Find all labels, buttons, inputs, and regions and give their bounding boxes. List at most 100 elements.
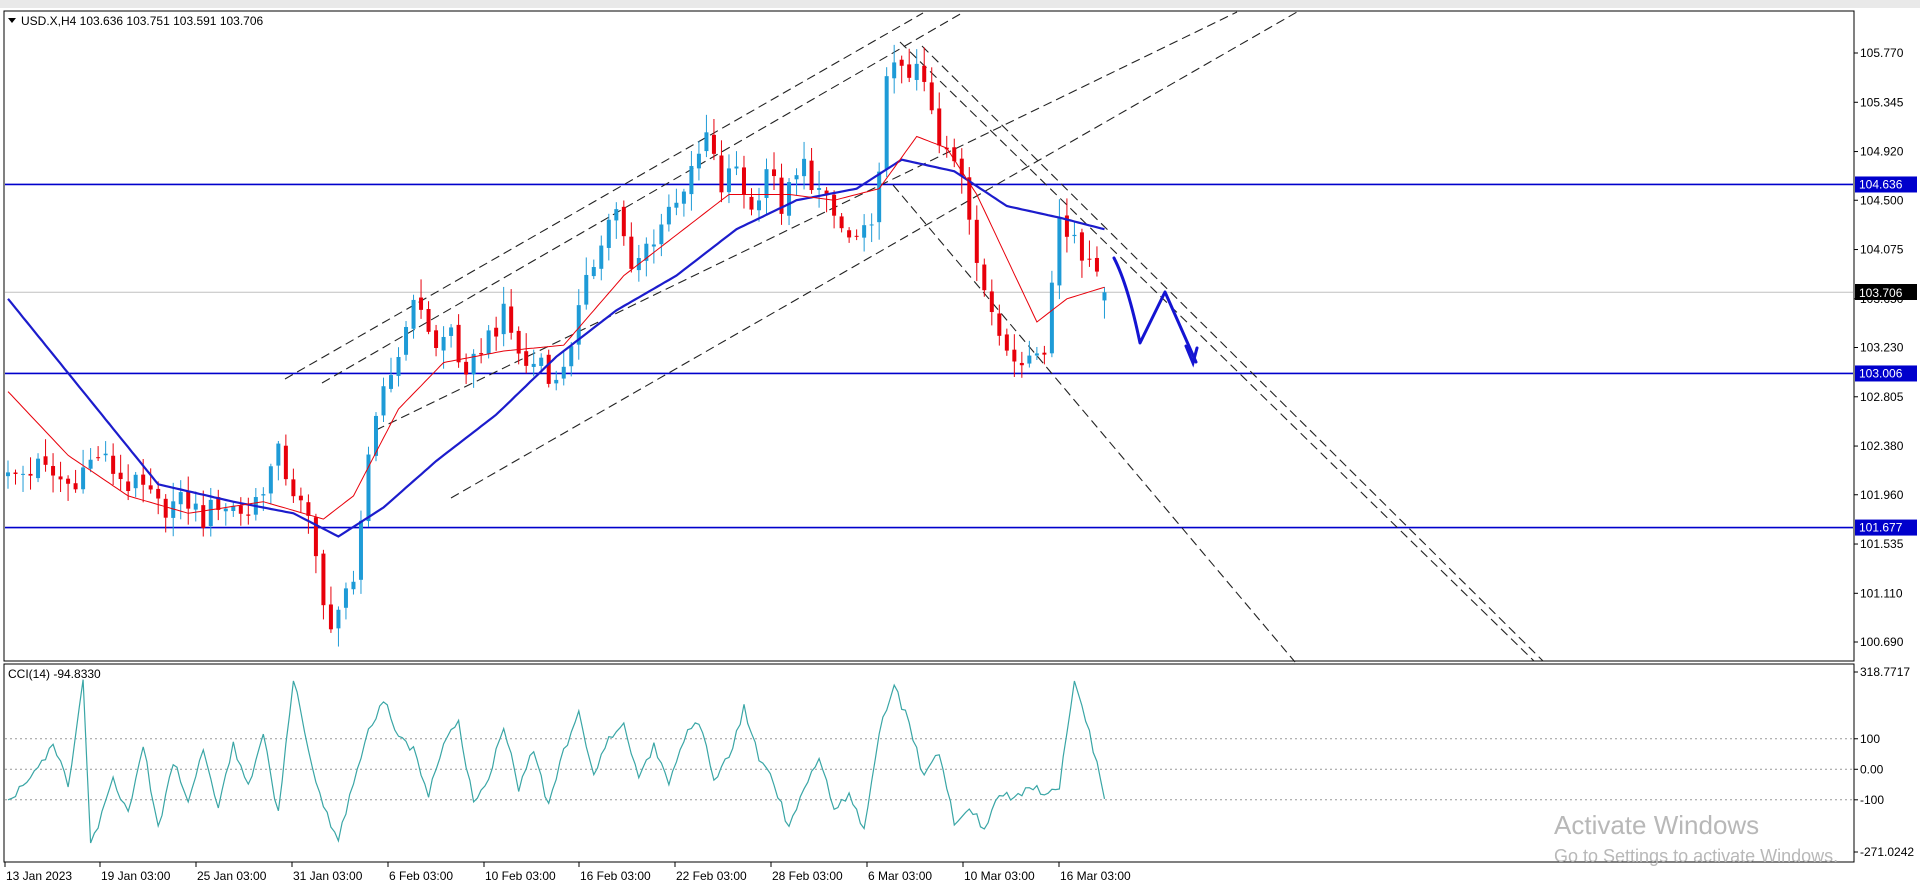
cci-panel[interactable]: [3, 663, 1855, 863]
candle-body: [982, 264, 987, 291]
candle-body: [644, 243, 649, 261]
candle-body: [1087, 258, 1092, 260]
candle-body: [614, 209, 619, 221]
candle-body: [809, 160, 814, 191]
candle-body: [28, 473, 33, 476]
candle-body: [1102, 292, 1107, 301]
candle-body: [1057, 217, 1062, 286]
candle-body: [1027, 355, 1032, 364]
candle-body: [58, 476, 63, 480]
candle-body: [606, 219, 611, 248]
time-tick-label: 28 Feb 03:00: [772, 869, 843, 883]
dropdown-triangle-icon[interactable]: [8, 18, 16, 23]
candle-body: [839, 216, 844, 229]
candle-body: [148, 485, 153, 490]
moving-average-fast: [7, 135, 1105, 520]
candle-body: [261, 494, 266, 496]
time-tick-label: 6 Feb 03:00: [389, 869, 453, 883]
candle-body: [741, 167, 746, 195]
price-tick-label: 105.345: [1860, 95, 1904, 109]
candle-body: [216, 497, 221, 510]
candle-body: [719, 155, 724, 193]
candle-body: [749, 196, 754, 210]
candle-body: [36, 458, 41, 479]
candle-body: [1079, 232, 1084, 261]
candle-body: [832, 194, 837, 216]
channel-line-0: [284, 12, 924, 380]
candle-body: [501, 303, 506, 335]
candle-body: [351, 581, 356, 590]
candle-body: [494, 327, 499, 337]
candle-body: [779, 177, 784, 214]
candle-body: [1064, 215, 1069, 237]
candle-body: [103, 453, 108, 456]
candle-body: [711, 134, 716, 154]
candle-body: [283, 445, 288, 480]
candle-body: [186, 490, 191, 509]
candle-body: [1094, 257, 1099, 272]
candle-body: [899, 59, 904, 66]
cci-levels: [5, 738, 1853, 801]
candle-body: [43, 456, 48, 465]
current-price-tag: 103.706: [1855, 284, 1917, 300]
candle-body: [704, 132, 709, 152]
candle-body: [1012, 349, 1017, 362]
level-tag-bg: [1855, 176, 1917, 193]
current-price-label: 103.706: [1859, 286, 1903, 300]
candle-body: [629, 236, 634, 269]
price-tick-label: 100.690: [1860, 635, 1904, 649]
candle-body: [321, 553, 326, 606]
candle-body: [298, 495, 303, 501]
candle-body: [666, 206, 671, 225]
channel-line-2: [375, 11, 1238, 431]
candle-body: [659, 224, 664, 245]
candle-body: [426, 308, 431, 332]
candle-body: [689, 165, 694, 195]
candle-body: [997, 313, 1002, 336]
candle-body: [531, 363, 536, 367]
cci-tick-label: -271.0242: [1860, 845, 1914, 859]
time-tick-label: 6 Mar 03:00: [868, 869, 932, 883]
candle-body: [877, 171, 882, 223]
time-tick-label: 10 Feb 03:00: [485, 869, 556, 883]
candle-body: [156, 488, 161, 499]
candle-body: [268, 466, 273, 494]
price-panel[interactable]: [3, 10, 1855, 662]
candle-body: [73, 483, 78, 490]
candle-body: [509, 306, 514, 333]
time-tick-label: 16 Feb 03:00: [580, 869, 651, 883]
channel-line-5: [921, 45, 1544, 662]
candle-body: [576, 305, 581, 345]
candle-body: [651, 244, 656, 247]
candle-body: [772, 169, 777, 177]
candle-body: [306, 502, 311, 516]
candle-body: [959, 158, 964, 177]
candle-body: [696, 153, 701, 169]
candle-body: [591, 267, 596, 277]
candle-body: [1019, 362, 1024, 366]
candle-body: [231, 505, 236, 511]
candle-body: [328, 604, 333, 630]
cci-tick-label: 318.7717: [1860, 665, 1910, 679]
candle-body: [411, 299, 416, 329]
time-tick-label: 19 Jan 03:00: [101, 869, 171, 883]
channel-line-1: [321, 12, 963, 384]
candle-body: [862, 225, 867, 238]
candle-body: [96, 457, 101, 459]
candle-body: [193, 503, 198, 510]
candle-body: [434, 330, 439, 349]
cci-tick-label: 0.00: [1860, 762, 1884, 776]
candle-body: [561, 366, 566, 379]
time-tick-label: 10 Mar 03:00: [964, 869, 1035, 883]
candle-body: [1049, 282, 1054, 354]
channel-line-6: [899, 41, 1535, 662]
candle-body: [479, 353, 484, 355]
time-tick-label: 22 Feb 03:00: [676, 869, 747, 883]
candle-body: [817, 188, 822, 190]
time-tick-label: 31 Jan 03:00: [293, 869, 363, 883]
level-tag-label: 101.677: [1859, 521, 1903, 535]
candle-body: [1072, 234, 1077, 237]
time-tick-label: 13 Jan 2023: [6, 869, 72, 883]
candle-body: [757, 200, 761, 211]
